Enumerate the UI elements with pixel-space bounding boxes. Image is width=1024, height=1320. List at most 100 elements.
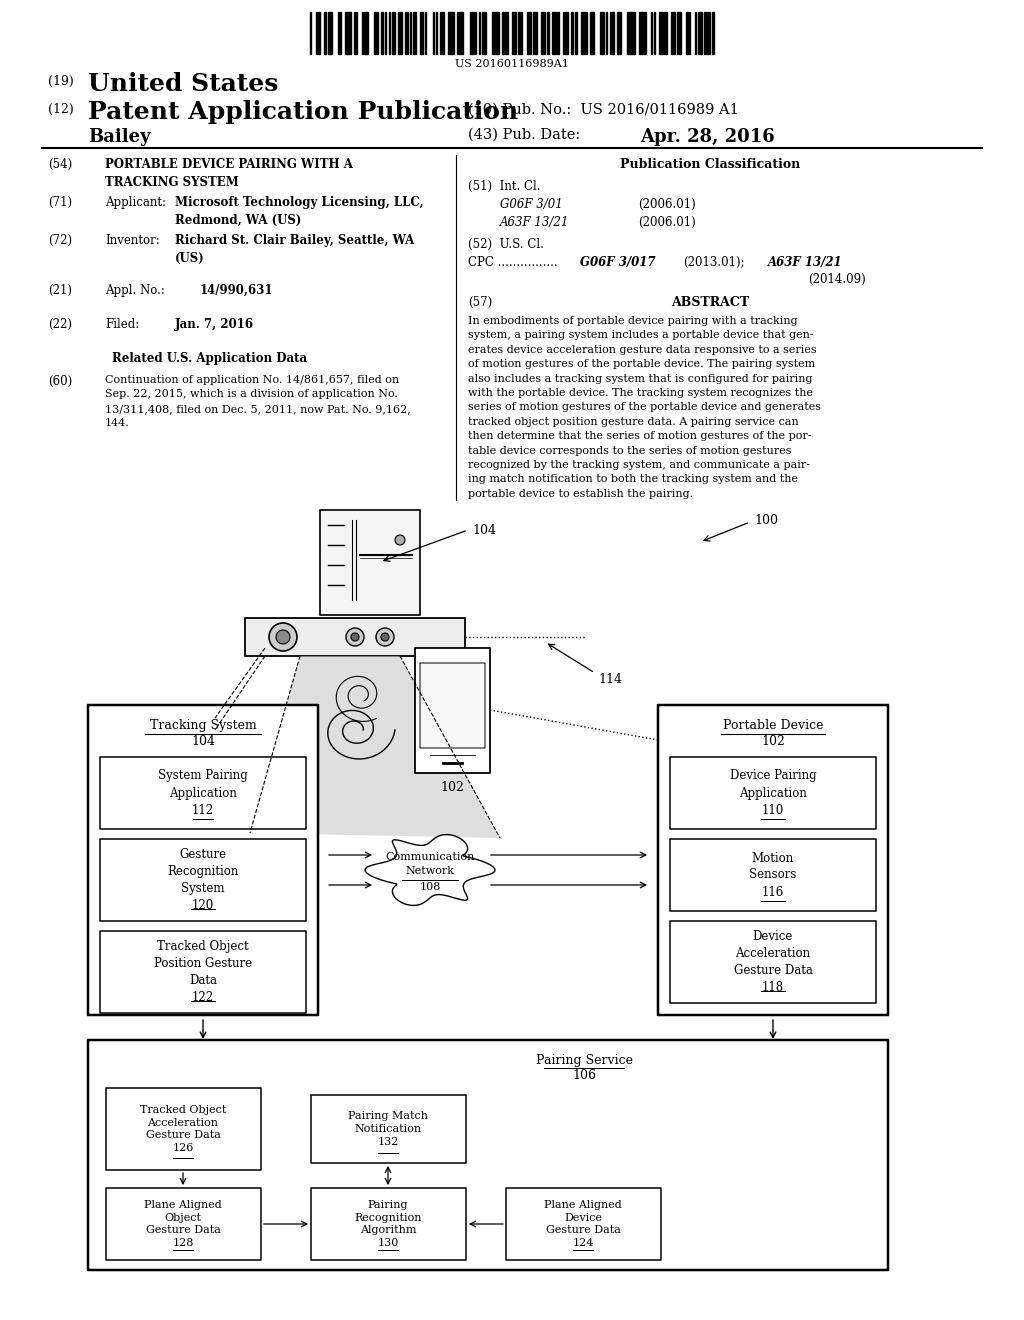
Text: G06F 3/01: G06F 3/01: [500, 198, 563, 211]
Text: Publication Classification: Publication Classification: [620, 158, 800, 172]
Text: Patent Application Publication: Patent Application Publication: [88, 100, 518, 124]
Text: 102: 102: [440, 781, 464, 795]
Text: A63F 13/21: A63F 13/21: [500, 216, 569, 228]
FancyBboxPatch shape: [88, 705, 318, 1015]
Polygon shape: [250, 656, 500, 838]
FancyBboxPatch shape: [88, 1040, 888, 1270]
Circle shape: [395, 535, 406, 545]
Text: 106: 106: [572, 1069, 596, 1082]
Circle shape: [276, 630, 290, 644]
Text: (54): (54): [48, 158, 73, 172]
Bar: [688, 12, 690, 54]
Text: (19): (19): [48, 75, 74, 88]
FancyBboxPatch shape: [658, 705, 888, 1015]
FancyBboxPatch shape: [106, 1088, 261, 1170]
Bar: [639, 12, 642, 54]
Text: (12): (12): [48, 103, 74, 116]
Text: Related U.S. Application Data: Related U.S. Application Data: [113, 352, 307, 366]
Text: G06F 3/017: G06F 3/017: [580, 256, 655, 269]
Bar: [664, 12, 667, 54]
Text: US 20160116989A1: US 20160116989A1: [455, 59, 569, 69]
Text: (21): (21): [48, 284, 72, 297]
Text: (71): (71): [48, 195, 72, 209]
Bar: [505, 12, 508, 54]
Bar: [590, 12, 593, 54]
Bar: [686, 12, 687, 54]
Bar: [324, 12, 326, 54]
Text: Inventor:: Inventor:: [105, 234, 160, 247]
Bar: [482, 12, 486, 54]
FancyBboxPatch shape: [100, 840, 306, 921]
FancyBboxPatch shape: [670, 921, 876, 1003]
Bar: [374, 12, 376, 54]
Text: Plane Aligned
Device
Gesture Data
124: Plane Aligned Device Gesture Data 124: [544, 1200, 622, 1249]
Bar: [627, 12, 631, 54]
Bar: [565, 12, 567, 54]
Text: Portable Device: Portable Device: [723, 719, 823, 733]
Text: (52)  U.S. Cl.: (52) U.S. Cl.: [468, 238, 544, 251]
Bar: [344, 12, 348, 54]
Text: Pairing
Recognition
Algorithm
130: Pairing Recognition Algorithm 130: [354, 1200, 422, 1249]
Text: Bailey: Bailey: [88, 128, 151, 147]
FancyBboxPatch shape: [670, 756, 876, 829]
FancyBboxPatch shape: [311, 1096, 466, 1163]
Bar: [697, 12, 701, 54]
Bar: [469, 12, 473, 54]
Text: 100: 100: [754, 513, 778, 527]
Bar: [575, 12, 577, 54]
Text: (2014.09): (2014.09): [808, 273, 865, 286]
Text: 104: 104: [472, 524, 496, 537]
Circle shape: [346, 628, 364, 645]
FancyBboxPatch shape: [245, 618, 465, 656]
FancyBboxPatch shape: [415, 648, 490, 774]
Circle shape: [269, 623, 297, 651]
Bar: [381, 12, 383, 54]
Bar: [552, 12, 556, 54]
Bar: [556, 12, 559, 54]
Bar: [620, 12, 621, 54]
Bar: [653, 12, 655, 54]
Text: A63F 13/21: A63F 13/21: [768, 256, 843, 269]
Bar: [447, 12, 452, 54]
Bar: [420, 12, 423, 54]
Bar: [526, 12, 530, 54]
Text: (2006.01): (2006.01): [638, 198, 695, 211]
Text: (51)  Int. Cl.: (51) Int. Cl.: [468, 180, 541, 193]
Text: United States: United States: [88, 73, 279, 96]
Text: Tracking System: Tracking System: [150, 719, 256, 733]
Text: Richard St. Clair Bailey, Seattle, WA
(US): Richard St. Clair Bailey, Seattle, WA (U…: [175, 234, 415, 265]
Text: Tracked Object
Position Gesture
Data
122: Tracked Object Position Gesture Data 122: [154, 940, 252, 1005]
Text: Tracked Object
Acceleration
Gesture Data
126: Tracked Object Acceleration Gesture Data…: [140, 1105, 226, 1154]
Text: (2006.01): (2006.01): [638, 216, 695, 228]
Bar: [328, 12, 332, 54]
Bar: [317, 12, 319, 54]
Bar: [600, 12, 604, 54]
Bar: [457, 12, 458, 54]
FancyBboxPatch shape: [506, 1188, 662, 1261]
Text: Network: Network: [406, 866, 455, 876]
Bar: [459, 12, 463, 54]
Bar: [392, 12, 394, 54]
Text: ABSTRACT: ABSTRACT: [671, 296, 750, 309]
Text: (10) Pub. No.:  US 2016/0116989 A1: (10) Pub. No.: US 2016/0116989 A1: [468, 103, 738, 117]
Text: Pairing Match
Notification
132: Pairing Match Notification 132: [348, 1111, 428, 1147]
Bar: [492, 12, 494, 54]
Bar: [502, 12, 504, 54]
Bar: [495, 12, 499, 54]
Bar: [712, 12, 714, 54]
Text: (72): (72): [48, 234, 72, 247]
Bar: [399, 12, 402, 54]
Circle shape: [381, 634, 389, 642]
Bar: [671, 12, 675, 54]
FancyBboxPatch shape: [420, 663, 485, 748]
Text: Appl. No.:: Appl. No.:: [105, 284, 165, 297]
Bar: [532, 12, 537, 54]
Text: Communication: Communication: [385, 851, 475, 862]
Text: Gesture
Recognition
System
120: Gesture Recognition System 120: [167, 847, 239, 912]
Bar: [512, 12, 515, 54]
Text: Applicant:: Applicant:: [105, 195, 166, 209]
Text: Continuation of application No. 14/861,657, filed on
Sep. 22, 2015, which is a d: Continuation of application No. 14/861,6…: [105, 375, 411, 428]
Bar: [361, 12, 362, 54]
Bar: [474, 12, 476, 54]
Bar: [541, 12, 545, 54]
